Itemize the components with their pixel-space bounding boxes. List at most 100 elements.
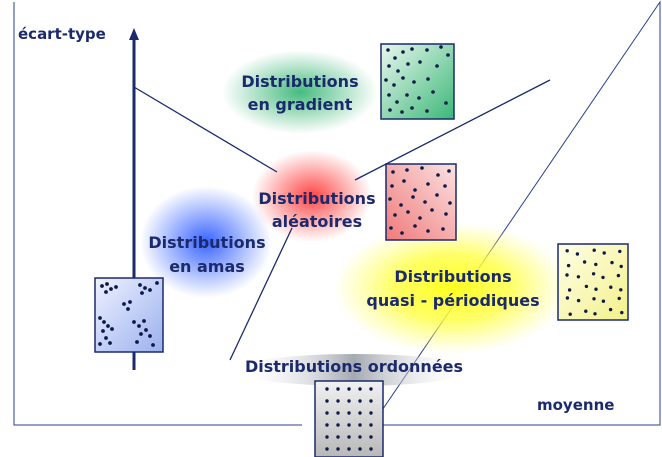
- gradient-dot: [444, 101, 448, 105]
- gradient-dot: [412, 80, 416, 84]
- quasi-dot: [591, 272, 596, 276]
- quasi-dot: [594, 262, 598, 267]
- ordered-dot: [336, 411, 340, 415]
- quasi-dot: [608, 307, 613, 312]
- random-dot: [436, 173, 440, 177]
- clusters-dot: [148, 288, 152, 292]
- gradient-dot: [395, 100, 399, 104]
- quasi-dot: [566, 263, 571, 268]
- clusters-dot: [139, 332, 143, 336]
- gradient-dot: [406, 62, 410, 66]
- quasi-dot: [565, 273, 569, 277]
- ordered-dot: [369, 411, 373, 415]
- frame-border: [13, 0, 661, 426]
- gradient-dot: [405, 93, 409, 97]
- label-gradient-line2: en gradient: [247, 95, 353, 114]
- gradient-dot: [426, 77, 430, 81]
- quasi-dot: [576, 298, 581, 303]
- quasi-dot: [601, 299, 606, 303]
- clusters-dot: [143, 286, 147, 290]
- ordered-dot: [347, 423, 351, 427]
- clusters-dot: [148, 334, 152, 338]
- ordered-dot: [347, 447, 351, 451]
- random-dot: [426, 229, 430, 233]
- random-dot: [430, 208, 434, 212]
- clusters-dot: [109, 287, 113, 291]
- random-dot: [423, 200, 427, 204]
- quasi-dot: [565, 249, 569, 253]
- quasi-dot: [619, 288, 623, 292]
- random-dot: [418, 216, 422, 220]
- label-gradient: Distributions en gradient: [230, 70, 370, 116]
- clusters-dot: [102, 320, 106, 324]
- label-ordered-line1: Distributions ordonnées: [244, 357, 464, 376]
- thumb-gradient-dots: [384, 45, 450, 114]
- ordered-dot: [369, 423, 373, 427]
- quasi-dot: [617, 296, 621, 301]
- clusters-dot: [135, 340, 139, 344]
- ordered-dot: [325, 435, 329, 439]
- random-dot: [402, 179, 406, 183]
- random-dot: [441, 227, 445, 231]
- ordered-dot: [325, 411, 329, 415]
- clusters-dot: [128, 300, 132, 304]
- random-dot: [391, 170, 395, 174]
- gradient-dot: [401, 50, 405, 54]
- ordered-dot: [336, 435, 340, 439]
- quasi-dot: [592, 248, 596, 252]
- random-dot: [443, 184, 447, 188]
- clusters-dot: [142, 319, 146, 323]
- gradient-dot: [401, 76, 405, 80]
- label-gradient-line1: Distributions: [241, 72, 359, 91]
- thumb-ordered: [314, 380, 384, 457]
- y-axis-arrow-icon: [129, 28, 139, 40]
- quasi-dot: [601, 275, 605, 280]
- gradient-dot: [388, 108, 392, 112]
- gradient-dot: [435, 64, 439, 68]
- boundary-line-upper-left: [133, 86, 278, 173]
- clusters-dot: [100, 284, 104, 288]
- clusters-dot: [98, 342, 102, 346]
- label-clusters: Distributions en amas: [138, 231, 276, 279]
- gradient-dot: [387, 64, 391, 68]
- ordered-dot: [358, 387, 362, 391]
- clusters-dot: [105, 282, 109, 286]
- clusters-dot: [132, 320, 136, 324]
- thumb-clusters: [94, 277, 164, 353]
- gradient-dot: [439, 45, 443, 49]
- random-dot: [420, 166, 424, 170]
- quasi-dot: [616, 273, 621, 278]
- ordered-dot: [347, 387, 351, 391]
- ordered-dot: [336, 447, 340, 451]
- random-dot: [447, 169, 451, 173]
- quasi-dot: [575, 252, 580, 256]
- clusters-dot: [137, 324, 141, 328]
- random-dot: [444, 212, 448, 216]
- gradient-dot: [410, 47, 414, 51]
- quasi-dot: [565, 296, 570, 300]
- ordered-dot: [336, 387, 340, 391]
- label-random-line1: Distributions: [258, 189, 376, 208]
- random-dot: [413, 188, 417, 192]
- random-dot: [405, 168, 409, 172]
- ordered-dot: [358, 399, 362, 403]
- quasi-dot: [576, 275, 581, 279]
- glow-blue: [140, 186, 272, 298]
- gradient-dot: [446, 53, 450, 57]
- random-dot: [400, 231, 404, 235]
- clusters-dot: [144, 328, 148, 332]
- gradient-dot: [387, 93, 391, 97]
- ordered-dot: [325, 423, 329, 427]
- gradient-dot: [431, 90, 435, 94]
- random-dot: [413, 224, 417, 228]
- thumb-ordered-dots: [325, 387, 373, 451]
- random-dot: [426, 182, 430, 186]
- y-axis-label: écart-type: [18, 25, 106, 43]
- gradient-dot: [384, 78, 388, 82]
- random-dot: [390, 184, 394, 188]
- thumb-quasi: [557, 243, 629, 321]
- ordered-dot: [358, 435, 362, 439]
- thumb-clusters-dots: [98, 281, 159, 347]
- quasi-dot: [584, 309, 588, 313]
